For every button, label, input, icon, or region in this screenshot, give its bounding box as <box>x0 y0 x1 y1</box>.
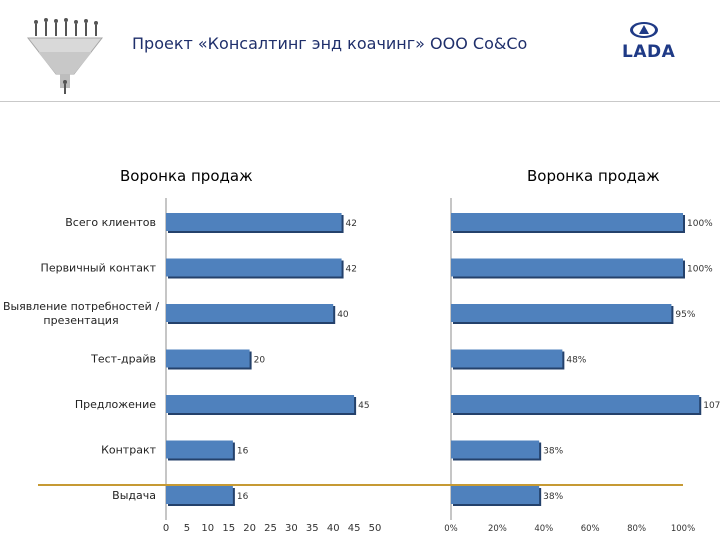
category-label: Первичный контакт <box>41 262 157 275</box>
header-divider <box>0 101 720 102</box>
chart-1-bar <box>451 395 700 413</box>
chart-0-x-tick-label: 30 <box>285 523 298 534</box>
chart-0-data-label: 16 <box>237 492 249 502</box>
chart-1-bar <box>451 213 683 231</box>
chart-0-bar <box>166 213 342 231</box>
chart-1-data-label: 100% <box>687 265 713 275</box>
chart-1-x-tick-label: 40% <box>534 524 553 534</box>
chart-1-bar <box>451 349 563 368</box>
footer-accent-line <box>38 484 683 486</box>
chart-0-x-tick-label: 5 <box>184 523 190 534</box>
chart-1-data-label: 107% <box>703 401 720 411</box>
chart-0-data-label: 20 <box>254 356 266 366</box>
category-label: Всего клиентов <box>65 216 156 229</box>
chart-1-data-label: 95% <box>675 310 695 320</box>
category-label: презентация <box>43 314 118 327</box>
chart-0-bar <box>166 304 334 322</box>
chart-1-x-tick-label: 100% <box>671 524 695 534</box>
chart-1-data-label: 38% <box>543 492 563 502</box>
chart-0-x-tick-label: 20 <box>243 523 256 534</box>
category-label: Выдача <box>112 489 156 502</box>
right-chart-title: Воронка продаж <box>527 167 660 185</box>
chart-0-x-tick-label: 10 <box>201 523 214 534</box>
chart-1-x-tick-label: 80% <box>627 524 646 534</box>
chart-0-data-label: 45 <box>358 401 369 411</box>
chart-0-x-tick-label: 35 <box>306 523 319 534</box>
chart-0-data-label: 40 <box>337 310 349 320</box>
category-label: Предложение <box>75 398 156 411</box>
category-label: Тест-драйв <box>90 353 156 366</box>
lada-boat-logo-icon <box>630 22 658 38</box>
chart-0-data-label: 42 <box>346 265 357 275</box>
chart-0-bar <box>166 486 233 504</box>
chart-1-bar <box>451 258 683 277</box>
chart-0-bar <box>166 349 250 368</box>
chart-1-bar <box>451 440 540 459</box>
chart-0-x-tick-label: 15 <box>222 523 235 534</box>
chart-0-x-tick-label: 50 <box>369 523 382 534</box>
chart-0-bar <box>166 395 355 413</box>
category-label: Выявление потребностей / <box>3 300 159 313</box>
category-label: Контракт <box>101 444 157 457</box>
chart-0-bar <box>166 258 342 277</box>
chart-0-x-tick-label: 25 <box>264 523 277 534</box>
chart-1-data-label: 38% <box>543 447 563 457</box>
chart-0-x-tick-label: 40 <box>327 523 340 534</box>
chart-0-x-tick-label: 0 <box>163 523 169 534</box>
left-chart-title: Воронка продаж <box>120 167 253 185</box>
chart-1-x-tick-label: 0% <box>444 524 458 534</box>
chart-0-x-tick-label: 45 <box>348 523 361 534</box>
chart-1-bar <box>451 304 672 322</box>
chart-0-bar <box>166 440 233 459</box>
page-title: Проект «Консалтинг энд коачинг» ООО Со&С… <box>132 34 528 53</box>
chart-1-x-tick-label: 20% <box>488 524 507 534</box>
chart-1-bar <box>451 486 540 504</box>
lada-logo-text: LADA <box>622 42 676 62</box>
chart-0-data-label: 16 <box>237 447 249 457</box>
chart-0-data-label: 42 <box>346 219 357 229</box>
chart-1-data-label: 100% <box>687 219 713 229</box>
chart-1-data-label: 48% <box>566 356 586 366</box>
chart-1-x-tick-label: 60% <box>581 524 600 534</box>
funnel-logo-icon <box>26 18 104 94</box>
